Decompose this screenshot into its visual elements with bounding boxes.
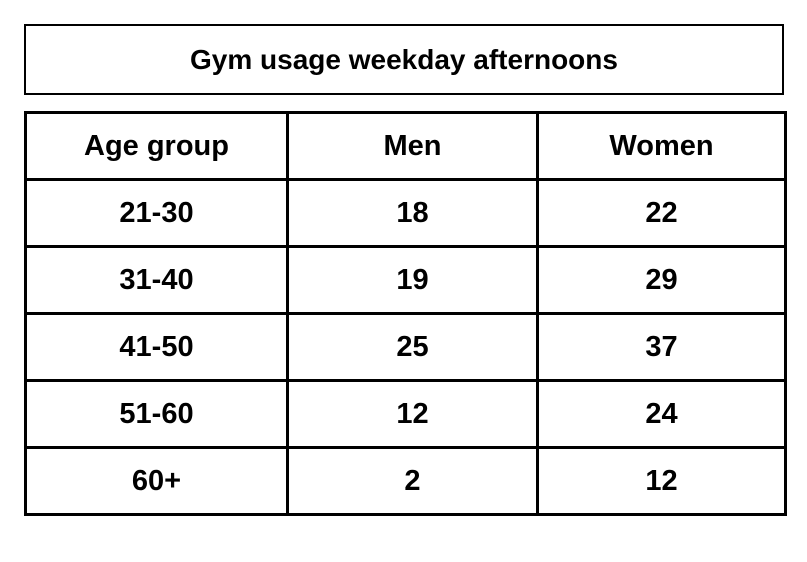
table-cell: 31-40 xyxy=(24,245,289,315)
table-body: 21-30 18 22 31-40 19 29 41-50 25 37 51-60 12 24 60+ 2… xyxy=(24,178,787,516)
table-cell: 37 xyxy=(536,312,787,382)
column-header: Women xyxy=(536,111,787,181)
table-row: 51-60 12 24 xyxy=(24,379,787,449)
usage-table: Age group Men Women 21-30 18 22 31-40 19 29 41-5… xyxy=(24,111,787,516)
table-cell: 51-60 xyxy=(24,379,289,449)
table-cell: 22 xyxy=(536,178,787,248)
column-header: Age group xyxy=(24,111,289,181)
table-cell: 2 xyxy=(286,446,539,516)
table-row: 41-50 25 37 xyxy=(24,312,787,382)
table-cell: 12 xyxy=(536,446,787,516)
table-cell: 21-30 xyxy=(24,178,289,248)
title: Gym usage weekday afternoons xyxy=(190,43,618,75)
table-cell: 24 xyxy=(536,379,787,449)
table-cell: 12 xyxy=(286,379,539,449)
title-box: Gym usage weekday afternoons xyxy=(24,24,784,95)
table-cell: 29 xyxy=(536,245,787,315)
table-row: 60+ 2 12 xyxy=(24,446,787,516)
table-cell: 60+ xyxy=(24,446,289,516)
table-row: 31-40 19 29 xyxy=(24,245,787,315)
table-cell: 25 xyxy=(286,312,539,382)
header-row: Age group Men Women xyxy=(24,111,787,181)
column-header: Men xyxy=(286,111,539,181)
table-cell: 41-50 xyxy=(24,312,289,382)
table-row: 21-30 18 22 xyxy=(24,178,787,248)
table-cell: 18 xyxy=(286,178,539,248)
table-cell: 19 xyxy=(286,245,539,315)
